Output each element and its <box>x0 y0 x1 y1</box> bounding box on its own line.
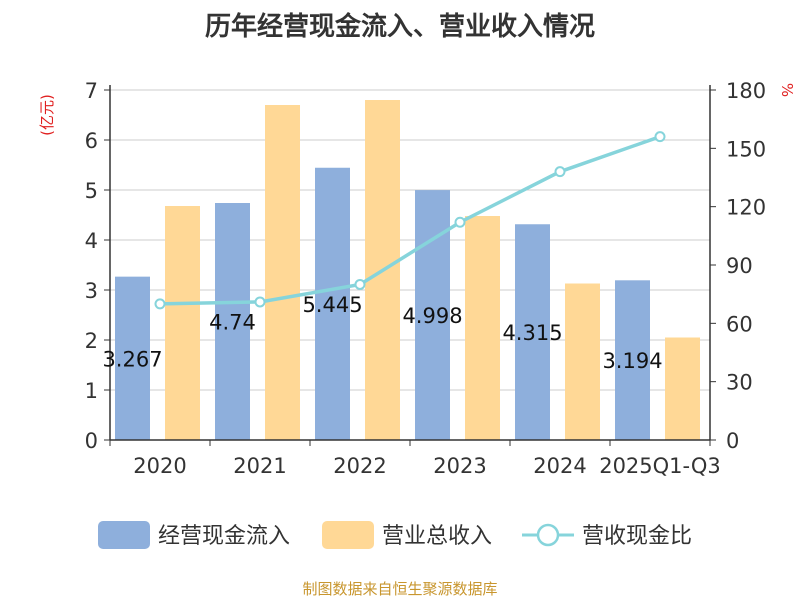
legend-swatch <box>322 521 374 549</box>
bar <box>315 167 350 440</box>
line-point <box>554 166 566 178</box>
bar <box>615 280 650 440</box>
right-tick-label: 90 <box>726 254 753 278</box>
legend-label: 经营现金流入 <box>158 524 290 549</box>
left-tick-label: 5 <box>85 179 98 203</box>
category-label: 2023 <box>433 454 486 478</box>
legend-marker <box>536 523 560 547</box>
chart-title: 历年经营现金流入、营业收入情况 <box>204 12 595 42</box>
grid-lines <box>110 89 710 391</box>
bar <box>515 224 550 440</box>
category-label: 2024 <box>533 454 586 478</box>
data-labels: 3.267 4.74 5.445 4.998 4.315 3.194 <box>102 293 662 373</box>
right-tick-label: 60 <box>726 312 753 336</box>
legend-swatch <box>98 521 150 549</box>
left-tick-label: 2 <box>85 329 98 353</box>
bar-value-label: 3.267 <box>102 347 162 371</box>
bar-value-label: 4.74 <box>209 311 256 335</box>
line-point <box>154 298 166 310</box>
line-series <box>159 135 661 306</box>
left-tick-label: 4 <box>85 229 98 253</box>
axes: 0 1 2 3 4 5 6 7 0 30 60 90 120 150 180 (亿元)% 2020 2021 202… <box>38 79 796 478</box>
left-tick-label: 3 <box>85 279 98 303</box>
left-tick-label: 0 <box>85 429 98 453</box>
bar-value-label: 5.445 <box>302 293 362 317</box>
category-label: 2020 <box>133 454 186 478</box>
right-tick-label: 30 <box>726 371 753 395</box>
bar <box>665 337 700 440</box>
left-tick-label: 6 <box>85 129 98 153</box>
legend: 经营现金流入 营业总收入 营收现金比 <box>98 521 692 549</box>
legend-label: 营收现金比 <box>582 524 692 549</box>
legend-label: 营业总收入 <box>382 524 492 549</box>
line-point <box>354 278 366 290</box>
right-tick-label: 150 <box>726 137 766 161</box>
category-label: 2021 <box>233 454 286 478</box>
bars <box>115 100 700 440</box>
right-axis-label: % <box>778 83 796 97</box>
bar <box>215 203 250 440</box>
bar <box>465 216 500 440</box>
category-label: 2022 <box>333 454 386 478</box>
bar <box>165 206 200 440</box>
line-point <box>254 296 266 308</box>
source-note: 制图数据来自恒生聚源数据库 <box>302 580 498 598</box>
bar-value-label: 4.315 <box>502 321 562 345</box>
bar <box>565 283 600 440</box>
right-tick-label: 180 <box>726 79 766 103</box>
category-label: 2025Q1-Q3 <box>599 454 721 478</box>
bar <box>115 276 150 440</box>
bar-value-label: 4.998 <box>402 304 462 328</box>
left-axis-label: (亿元) <box>38 94 56 136</box>
right-tick-label: 120 <box>726 196 766 220</box>
left-tick-label: 7 <box>85 79 98 103</box>
right-tick-label: 0 <box>726 429 739 453</box>
line-point <box>654 131 666 143</box>
ratio-line <box>154 131 666 310</box>
bar <box>265 105 300 440</box>
bar-value-label: 3.194 <box>602 349 662 373</box>
left-tick-label: 1 <box>85 379 98 403</box>
line-point <box>454 216 466 228</box>
